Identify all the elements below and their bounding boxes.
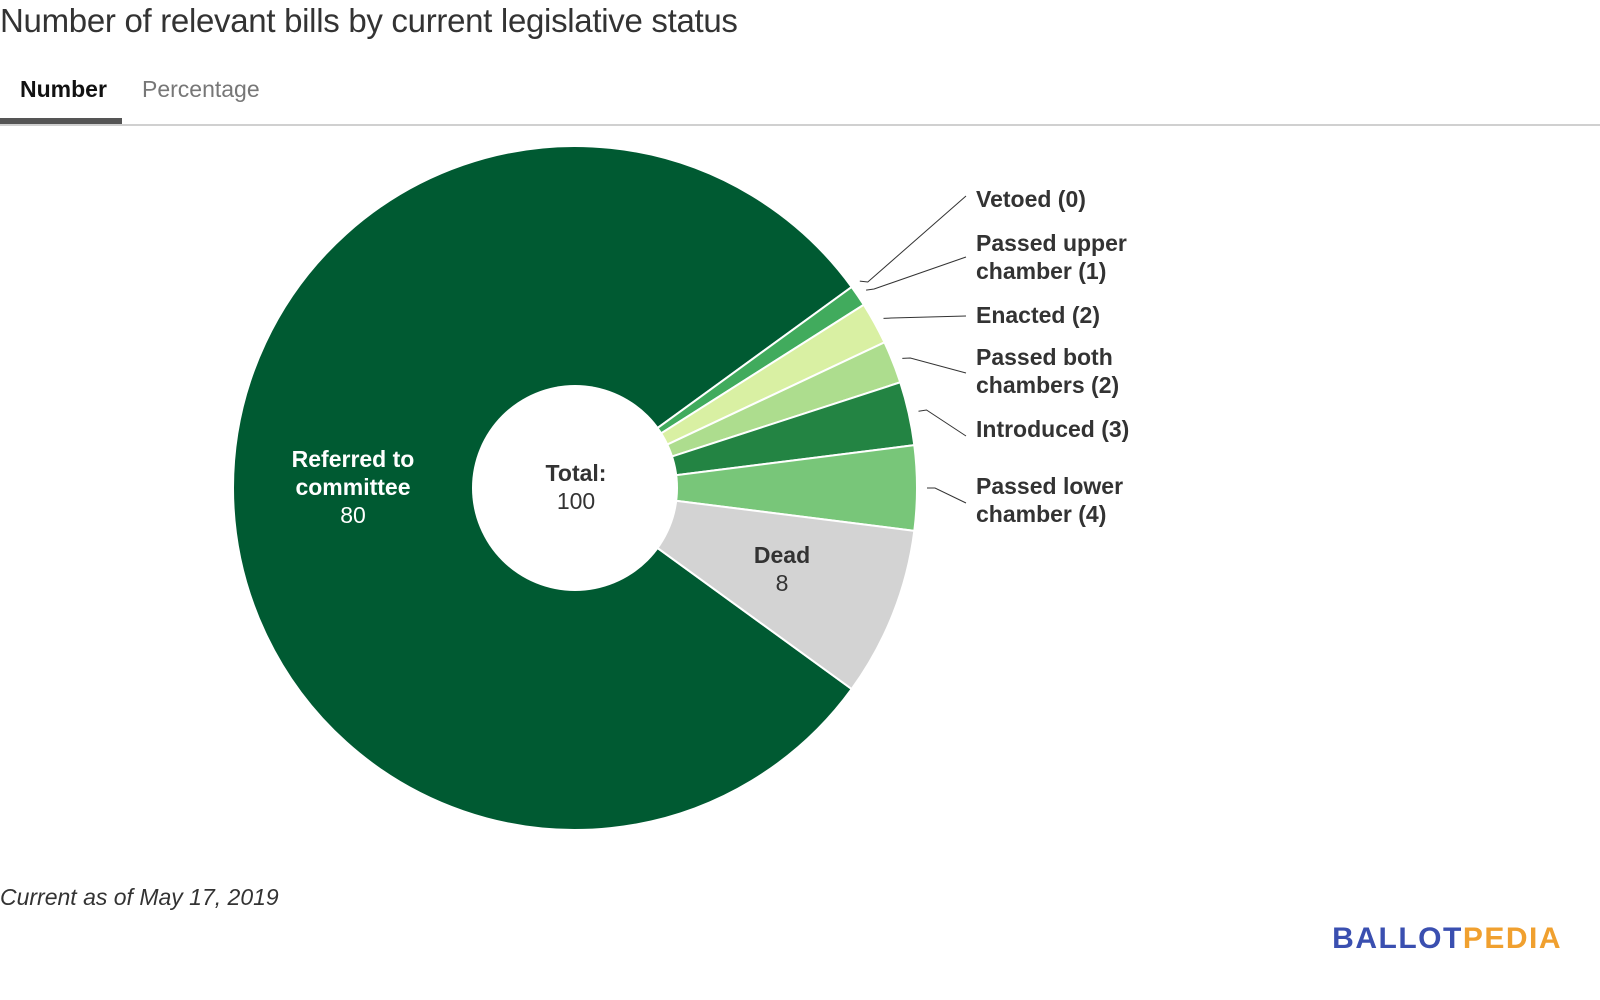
leader-line	[866, 256, 967, 291]
logo-ballot: BALLOT	[1332, 922, 1463, 955]
footnote: Current as of May 17, 2019	[0, 884, 279, 910]
slice-label: chamber (4)	[976, 501, 1106, 527]
tab-number[interactable]: Number	[20, 76, 107, 102]
leader-line	[927, 487, 967, 504]
slice-label: Vetoed (0)	[976, 186, 1086, 212]
leader-line	[918, 409, 967, 437]
logo-pedia: PEDIA	[1462, 922, 1562, 955]
slice-label: Passed lower	[976, 473, 1123, 499]
slice-label: chambers (2)	[976, 372, 1119, 398]
slice-value-label: 8	[776, 570, 789, 596]
donut-hole	[472, 385, 678, 591]
leader-lines-group	[859, 195, 967, 504]
ballotpedia-logo[interactable]: BALLOTPEDIA	[1332, 922, 1562, 956]
slice-label: Referred to	[292, 446, 415, 472]
slice-label: Dead	[754, 542, 810, 568]
center-total-value: 100	[557, 488, 595, 514]
slice-label: Introduced (3)	[976, 416, 1129, 442]
chart-title: Number of relevant bills by current legi…	[0, 2, 738, 39]
leader-line	[883, 315, 967, 319]
slice-value-label: 80	[340, 502, 366, 528]
slice-label: Enacted (2)	[976, 302, 1100, 328]
slice-label: chamber (1)	[976, 258, 1106, 284]
leader-line	[859, 195, 967, 283]
leader-line	[902, 357, 967, 374]
slice-label: committee	[295, 474, 410, 500]
tab-bar: Number Percentage	[0, 66, 1600, 126]
slice-label: Passed both	[976, 344, 1113, 370]
slice-label: Passed upper	[976, 230, 1127, 256]
center-total-label: Total:	[546, 460, 607, 486]
active-tab-indicator	[0, 118, 122, 124]
tab-percentage[interactable]: Percentage	[142, 76, 260, 102]
